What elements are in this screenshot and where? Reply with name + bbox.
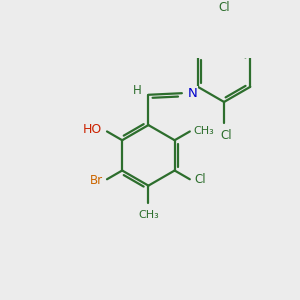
Text: H: H <box>133 84 142 97</box>
Text: Cl: Cl <box>220 129 232 142</box>
Text: HO: HO <box>83 123 102 136</box>
Text: Cl: Cl <box>218 1 230 14</box>
Text: Cl: Cl <box>195 173 206 186</box>
Text: N: N <box>188 87 197 100</box>
Text: CH₃: CH₃ <box>194 126 214 136</box>
Text: Br: Br <box>90 174 103 187</box>
Text: CH₃: CH₃ <box>138 210 159 220</box>
